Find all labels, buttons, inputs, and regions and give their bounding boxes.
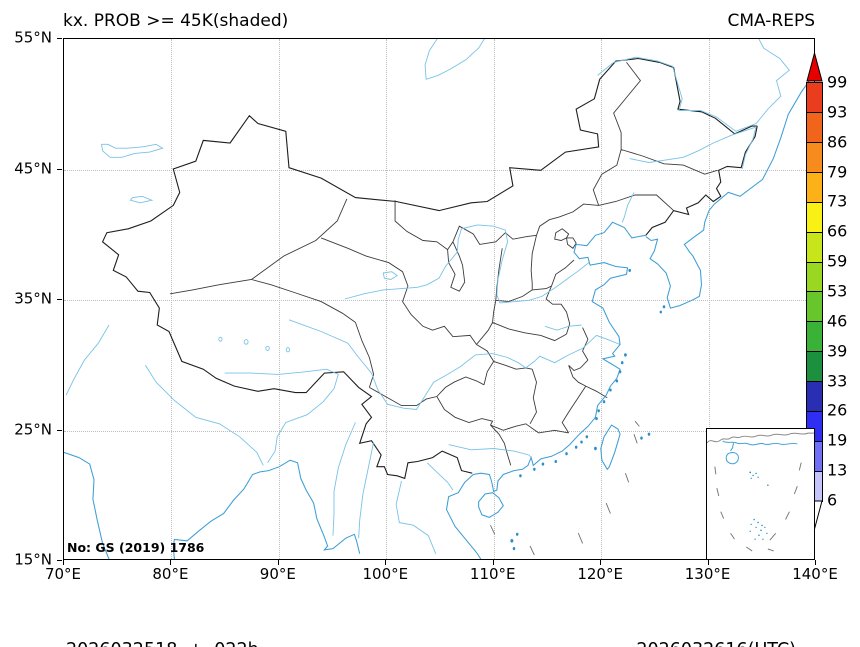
colorbar-level-label: 73 [827,191,848,211]
license-label: No: GS (2019) 1786 [67,540,205,555]
colorbar-level-label: 93 [827,102,848,122]
colorbar-segment [807,382,822,413]
gridline-horizontal [64,300,814,301]
lon-tick-label: 70°E [44,565,82,583]
colorbar-level-label: 39 [827,341,848,361]
colorbar-level-label: 59 [827,251,848,271]
colorbar-level-label: 99 [827,72,848,92]
gridline-vertical [386,39,388,559]
lat-tick-label: 15°N [14,550,52,569]
colorbar-level-label: 19 [827,430,848,450]
y-tick [57,168,62,170]
colorbar-segment [807,202,822,233]
lat-tick-label: 55°N [14,28,52,47]
lon-tick-label: 100°E [362,565,409,583]
x-tick [63,560,64,565]
lon-tick-label: 110°E [469,565,516,583]
x-tick [385,560,387,565]
island-dots [510,268,666,551]
inset-dash-line [714,462,802,552]
inset-island-dots [749,471,769,540]
colorbar-level-label: 66 [827,221,848,241]
x-tick [492,560,494,565]
x-tick [707,560,709,565]
south-china-sea-inset [706,428,815,560]
colorbar-segment [807,292,822,323]
colorbar-level-label: 6 [827,490,838,510]
footer-init-times: 2026032518 + 022h 2026032602 + 022h [66,585,259,647]
x-tick [600,560,602,565]
colorbar-segment [807,83,822,113]
x-tick [815,560,816,565]
valid-time-utc: 2026032616(UTC) [636,637,796,647]
gridline-vertical [493,39,495,559]
plot-title: kx. PROB >= 45K(shaded) [63,11,289,31]
coastlines [64,74,814,559]
colorbar-segment [807,112,822,143]
colorbar-over-arrow [806,52,823,82]
x-tick [277,560,279,565]
lat-tick-label: 45°N [14,159,52,178]
lon-tick-label: 80°E [152,565,189,583]
colorbar-level-label: 13 [827,460,848,480]
gridline-vertical [278,39,280,559]
y-tick [57,299,62,300]
colorbar-segment [807,322,822,353]
lat-tick-label: 25°N [14,420,52,439]
national-border [103,59,758,479]
gridline-vertical [601,39,603,559]
y-tick [57,560,62,561]
colorbar-level-label: 53 [827,281,848,301]
x-tick [170,560,172,565]
colorbar-level-label: 26 [827,400,848,420]
y-tick [57,38,62,39]
lon-tick-label: 140°E [792,565,838,583]
inset-gray-coast [707,432,814,444]
gridline-horizontal [64,169,814,171]
colorbar-segment [807,352,822,383]
colorbar-segment [807,172,822,203]
province-boundaries [170,62,718,465]
map-frame [63,38,815,560]
colorbar [806,82,823,502]
lon-tick-label: 130°E [684,565,731,583]
lon-tick-label: 120°E [577,565,623,583]
lat-tick-label: 35°N [14,289,52,308]
colorbar-segment [807,262,822,293]
lon-tick-label: 90°E [259,565,296,583]
rivers [66,39,789,554]
init-time-utc: 2026032518 + 022h [66,637,259,647]
y-tick [57,429,62,431]
sea-boundary-dashes [490,421,639,555]
footer-valid-times: 2026032616(UTC) 2026032700(CST) [636,585,796,647]
colorbar-level-label: 79 [827,162,848,182]
gridline-horizontal [64,430,814,432]
gridline-vertical [708,39,710,559]
geography-svg [64,39,814,559]
model-name-label: CMA-REPS [727,11,815,31]
gridline-vertical [171,39,173,559]
colorbar-segment [807,232,822,263]
colorbar-level-label: 46 [827,311,848,331]
inset-coast [722,440,798,465]
colorbar-level-label: 33 [827,371,848,391]
colorbar-level-label: 86 [827,132,848,152]
colorbar-segment [807,142,822,173]
inset-svg [707,432,814,552]
